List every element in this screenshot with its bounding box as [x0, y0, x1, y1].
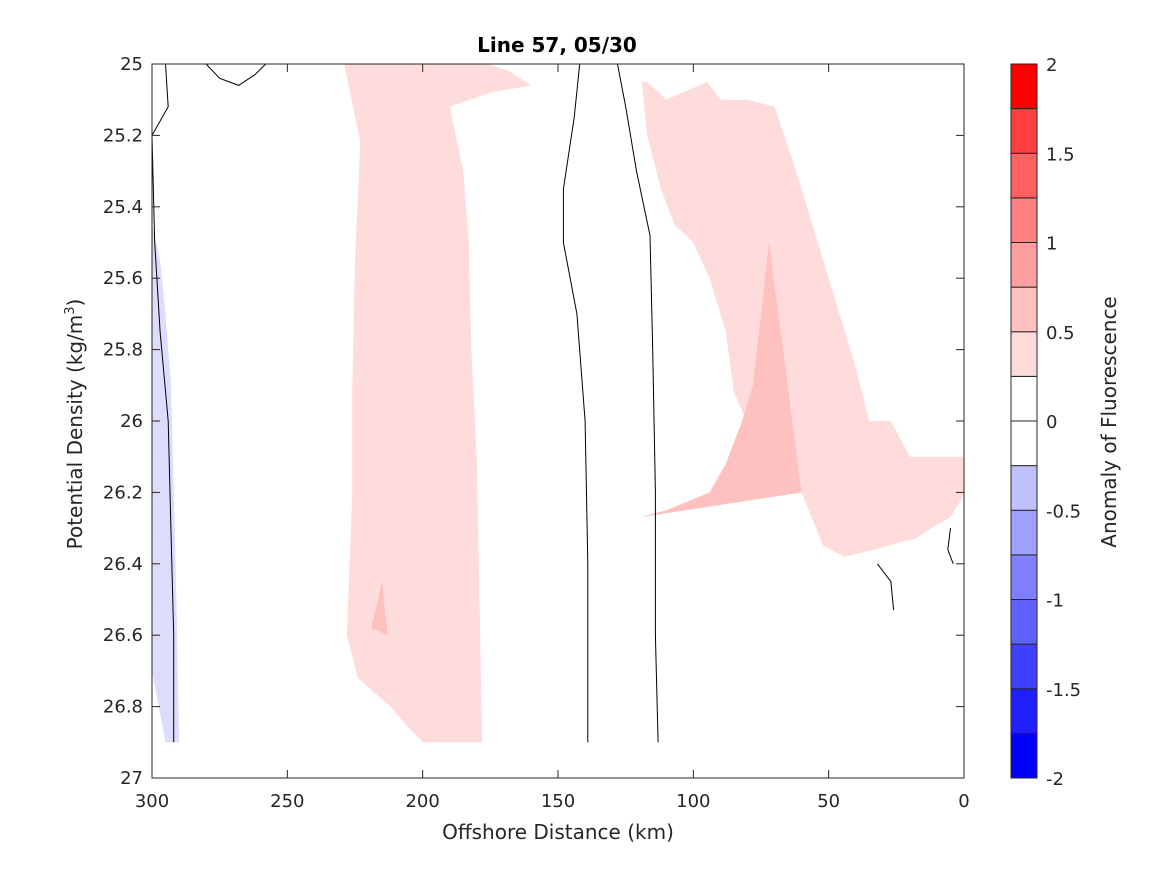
colorbar-frame: [1010, 63, 1038, 779]
colorbar-level-11: [1010, 242, 1038, 288]
colorbar-level-14: [1010, 108, 1038, 154]
y-tick-label: 25.6: [103, 268, 143, 289]
contour-region-0: [344, 64, 531, 743]
y-tick-label: 25: [120, 54, 143, 75]
contour-line-3: [617, 64, 659, 743]
y-axis-label-sup: 3: [63, 306, 78, 314]
x-tick-label: 200: [405, 791, 439, 812]
x-tick-label: 0: [958, 791, 969, 812]
filled-contour-regions: [152, 64, 964, 743]
x-tick-label: 100: [676, 791, 710, 812]
zero-contour-lines: [152, 64, 954, 743]
colorbar-level-13: [1010, 152, 1038, 199]
contour-line-0: [152, 64, 175, 743]
contour-line-1: [205, 64, 267, 86]
colorbar-level-3: [1010, 599, 1038, 645]
y-axis-label-tail: ): [63, 299, 87, 307]
x-tick-label: 150: [541, 791, 575, 812]
colorbar: -2 -1.5 -1 -0.5 0 0.5 1 1.5 2: [1010, 55, 1081, 790]
colorbar-tick-label: -0.5: [1046, 501, 1081, 522]
colorbar-level-2: [1010, 643, 1038, 690]
colorbar-level-15: [1010, 63, 1038, 110]
y-axis-ticks: 25 25.2 25.4 25.6 25.8 26 26.2 26.4 26.6 26.8 27: [103, 54, 964, 789]
y-tick-label: 25.2: [103, 125, 143, 146]
y-tick-label: 27: [120, 768, 143, 789]
contour-region-1: [641, 81, 964, 557]
y-tick-label: 26.8: [103, 697, 143, 718]
chart-title: Line 57, 05/30: [477, 33, 637, 57]
y-axis-label: Potential Density (kg/m3): [63, 299, 87, 550]
contour-region-4: [371, 581, 388, 636]
y-tick-label: 26: [120, 411, 143, 432]
contour-line-4: [877, 563, 895, 611]
colorbar-level-12: [1010, 197, 1038, 243]
contour-region-2: [152, 224, 180, 743]
y-axis-label-main: Potential Density (kg/m: [63, 315, 87, 550]
x-tick-label: 250: [270, 791, 304, 812]
contour-line-2: [562, 64, 589, 743]
colorbar-tick-label: 0: [1046, 412, 1057, 433]
colorbar-tick-label: -2: [1046, 769, 1064, 790]
x-axis-ticks: 300 250 200 150 100 50 0: [135, 64, 970, 812]
y-tick-label: 26.2: [103, 482, 143, 503]
colorbar-level-8: [1010, 375, 1038, 422]
y-tick-label: 26.4: [103, 554, 143, 575]
colorbar-tick-label: 1.5: [1046, 144, 1075, 165]
colorbar-tick-label: 1: [1046, 234, 1057, 255]
contour-region-3: [639, 242, 802, 518]
colorbar-level-0: [1010, 732, 1038, 779]
y-tick-label: 25.8: [103, 340, 143, 361]
colorbar-level-4: [1010, 554, 1038, 600]
x-tick-label: 50: [817, 791, 840, 812]
contour-line-5: [947, 528, 954, 564]
x-tick-label: 300: [135, 791, 169, 812]
colorbar-tick-label: -1.5: [1046, 680, 1081, 701]
colorbar-level-1: [1010, 688, 1038, 734]
colorbar-tick-label: 0.5: [1046, 323, 1075, 344]
y-tick-label: 26.6: [103, 625, 143, 646]
colorbar-tick-label: -1: [1046, 591, 1064, 612]
colorbar-level-7: [1010, 420, 1038, 467]
colorbar-level-9: [1010, 331, 1038, 377]
colorbar-label: Anomaly of Fluorescence: [1097, 296, 1121, 547]
colorbar-level-10: [1010, 286, 1038, 333]
colorbar-level-5: [1010, 509, 1038, 556]
colorbar-level-6: [1010, 465, 1038, 511]
colorbar-tick-label: 2: [1046, 55, 1057, 76]
x-axis-label: Offshore Distance (km): [442, 820, 674, 844]
y-tick-label: 25.4: [103, 197, 143, 218]
